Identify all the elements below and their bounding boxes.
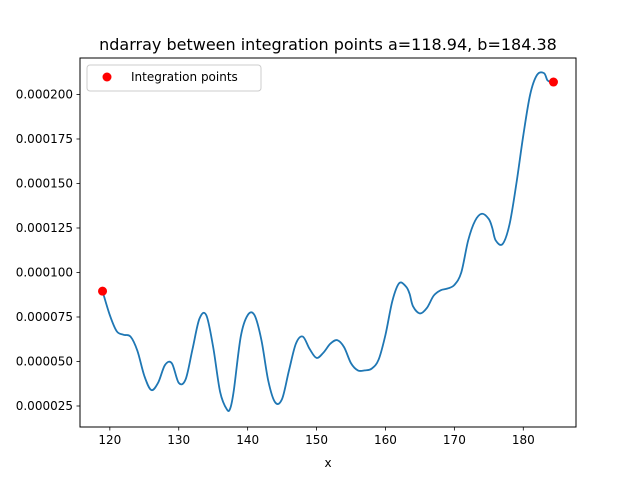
- x-tick-label: 170: [443, 433, 466, 447]
- y-tick-label: 0.000125: [16, 221, 73, 235]
- x-tick-label: 140: [236, 433, 259, 447]
- y-tick-label: 0.000150: [16, 176, 73, 190]
- plot-area: [79, 57, 577, 428]
- y-tick-label: 0.000075: [16, 310, 73, 324]
- legend-label: Integration points: [131, 70, 238, 84]
- y-tick-label: 0.000100: [16, 265, 73, 279]
- y-axis: 0.000025 0.000050 0.000075 0.000100 0.000125…: [16, 87, 80, 413]
- y-tick-label: 0.000175: [16, 132, 73, 146]
- legend: Integration points: [86, 64, 262, 92]
- chart-title: ndarray between integration points a=118…: [99, 35, 557, 54]
- series-layer: [98, 71, 558, 412]
- x-tick-label: 180: [512, 433, 535, 447]
- y-tick-label: 0.000200: [16, 87, 73, 101]
- legend-box: [86, 64, 262, 92]
- integration-point: [98, 286, 108, 296]
- x-axis-label: x: [324, 456, 331, 470]
- x-tick-label: 160: [374, 433, 397, 447]
- x-axis: 120 130 140 150 160 170 180: [98, 427, 535, 447]
- y-tick-label: 0.000025: [16, 399, 73, 413]
- integration-point: [548, 77, 558, 87]
- legend-marker: [102, 72, 112, 82]
- y-tick-label: 0.000050: [16, 354, 73, 368]
- series-line: [101, 71, 554, 412]
- x-tick-label: 150: [305, 433, 328, 447]
- x-tick-label: 120: [98, 433, 121, 447]
- plot-frame: [79, 57, 577, 428]
- x-tick-label: 130: [167, 433, 190, 447]
